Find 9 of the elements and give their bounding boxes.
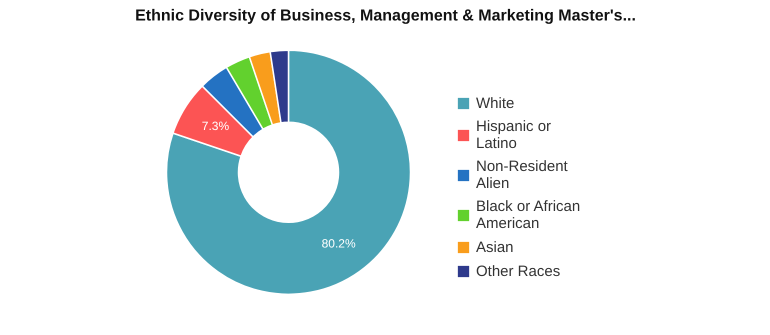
data-label: 80.2% (322, 236, 356, 251)
legend-label: White (476, 94, 514, 112)
data-label: 7.3% (202, 118, 230, 133)
legend-label: Non-Resident Alien (476, 158, 568, 192)
legend-label: Asian (476, 238, 514, 256)
legend-label: Hispanic or Latino (476, 118, 552, 152)
chart-title: Ethnic Diversity of Business, Management & Marketing Master's... (135, 8, 636, 24)
legend-label: Black or African American (476, 198, 580, 232)
legend-label: Other Races (476, 262, 560, 280)
